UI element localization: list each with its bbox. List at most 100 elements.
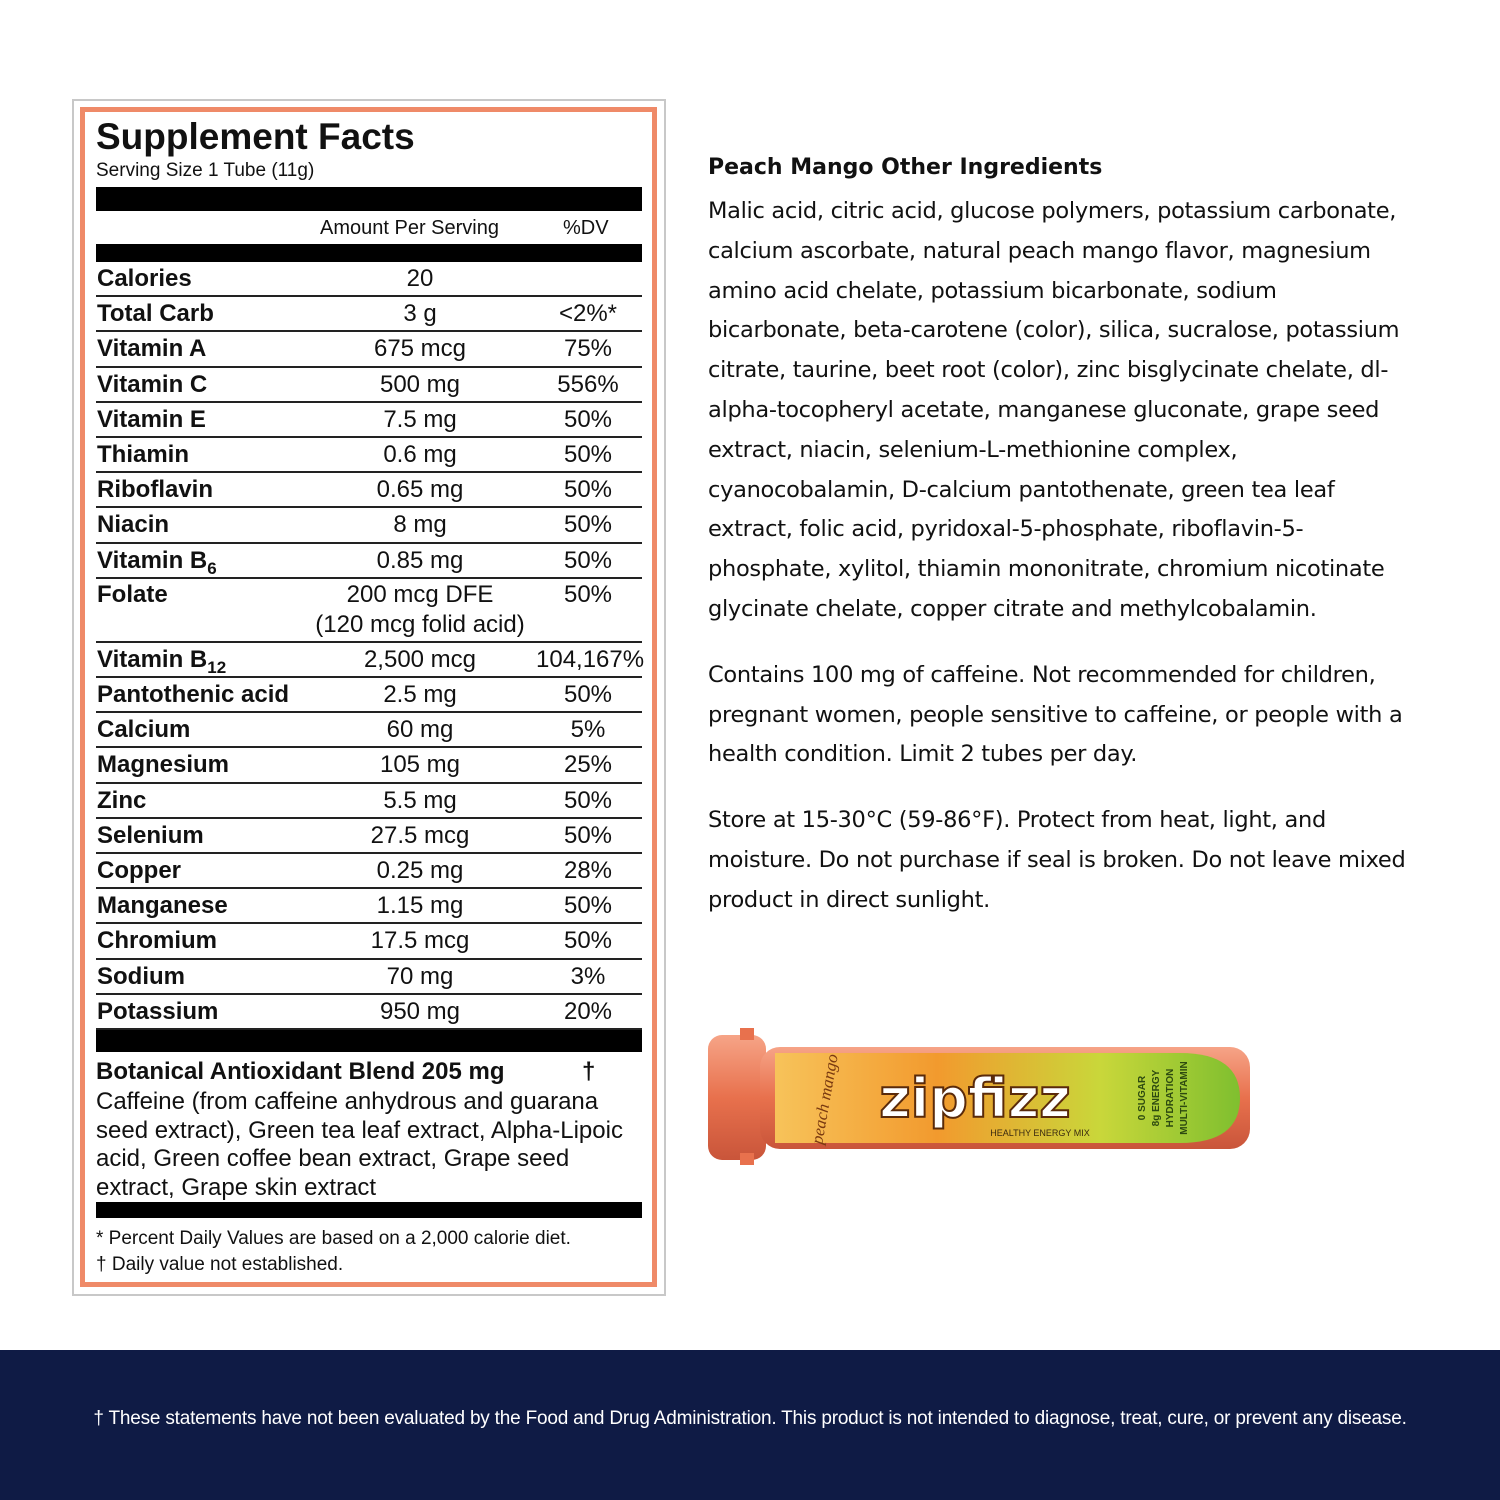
nutrient-amount: 675 mcg [320,335,520,363]
name-text: Selenium [97,821,204,849]
nutrient-amount: 0.6 mg [320,441,520,469]
rule [96,1202,642,1218]
nutrient-name: Vitamin A [97,335,206,363]
amount-text: 5.5 mg [383,786,457,814]
claim: 0 SUGAR [1137,1075,1148,1120]
name-text: Manganese [97,892,228,920]
amount-text: 3 g [403,300,437,328]
nutrient-name: Manganese [97,892,228,920]
amount-text: 1.15 mg [376,892,464,920]
name-text: Magnesium [97,751,230,779]
footnote: * Percent Daily Values are based on a 2,… [96,1228,571,1249]
dv-header: %DV [563,217,609,239]
rule [96,187,642,211]
nutrient-amount: 500 mg [320,371,520,399]
nutrient-dv: 104,167% [536,645,645,673]
name-text: Total Carb [97,300,214,328]
paragraph: Malic acid, citric acid, glucose polymer… [708,198,1400,622]
nutrient-name: Pantothenic acid [97,681,289,709]
blend-title: Botanical Antioxidant Blend 205 mg [96,1058,505,1085]
name-text: Sodium [97,962,185,990]
name-subscript: 12 [207,657,227,677]
nutrient-row: Vitamin A 675 mcg 75% [96,332,642,368]
nutrient-amount: 950 mg [320,998,520,1026]
disclaimer: † These statements have not been evaluat… [93,1408,1407,1429]
nutrient-row: Vitamin C 500 mg 556% [96,368,642,403]
claim: MULTI-VITAMIN [1179,1061,1190,1135]
name-text: Folate [97,580,168,608]
tagline: HEALTHY ENERGY MIX [990,1128,1090,1138]
nutrient-dv: 25% [563,751,613,779]
nutrient-dv: 3% [570,962,606,990]
amount-text: 0.25 mg [376,857,464,884]
nutrient-name: Chromium [97,927,217,955]
nutrient-dv: 556% [557,370,619,398]
amount-text: 27.5 mcg [370,821,470,849]
nutrient-row: Total Carb 3 g <2%* [96,297,642,333]
tube-cap [708,1035,766,1160]
nutrient-amount: 2,500 mcg [320,646,520,674]
name-text: Vitamin A [97,335,207,363]
panel-border [72,99,666,1296]
amount-text: 105 mg [379,751,461,779]
name-subscript: 6 [207,558,217,578]
amount-text: 17.5 mcg [370,927,470,955]
blend-mark: † [582,1058,596,1085]
amount-text: 200 mcg DFE [346,580,494,608]
amount-text: 0.65 mg [376,476,464,504]
nutrient-amount: 0.85 mg [320,547,520,575]
nutrient-dv: 50% [563,441,613,468]
name-text: Vitamin B [97,546,208,574]
nutrient-amount: 20 [320,265,520,293]
name-text: Pantothenic acid [97,681,290,708]
nutrient-row: Thiamin 0.6 mg 50% [96,438,642,474]
nutrient-name: Magnesium [97,751,229,779]
nutrient-dv: 50% [563,681,613,708]
tube-label [775,1053,1240,1143]
claim: 8g ENERGY [1151,1069,1162,1126]
nutrient-name: Calories [97,265,192,293]
amount-text: 950 mg [379,997,461,1025]
amount-text: 70 mg [386,962,454,990]
nutrient-row: Vitamin B6 0.85 mg 50% [96,544,642,579]
nutrient-dv: 50% [563,892,613,920]
name-text: Riboflavin [97,476,214,504]
paragraph: Contains 100 mg of caffeine. Not recomme… [708,661,1403,768]
nutrient-row: Zinc 5.5 mg 50% [96,784,642,819]
nutrient-name: Riboflavin [97,476,213,504]
name-text: Niacin [97,511,170,539]
nutrient-dv: 50% [563,405,613,433]
name-text: Thiamin [97,441,190,468]
nutrient-dv: <2%* [558,300,618,328]
nutrient-amount: 2.5 mg [320,681,520,709]
nutrient-dv: 50% [563,476,613,504]
amount-header: Amount Per Serving [320,217,499,239]
name-text: Chromium [97,927,217,955]
nutrient-row: Magnesium 105 mg 25% [96,748,642,784]
cap-tab [740,1153,754,1165]
amount-text: 8 mg [393,511,447,539]
nutrient-name: Calcium [97,716,190,744]
nutrient-dv: 50% [563,580,613,608]
nutrient-amount: 7.5 mg [320,406,520,434]
name-text: Vitamin B [97,645,208,673]
nutrient-amount: 105 mg [320,751,520,779]
nutrient-row: Calcium 60 mg 5% [96,713,642,749]
nutrient-amount: 3 g [320,300,520,328]
claims: 0 SUGAR 8g ENERGY HYDRATION MULTI-VITAMIN [1137,1061,1190,1135]
amount-text: 7.5 mg [383,405,457,433]
nutrient-dv: 50% [563,927,613,955]
name-text: Vitamin E [97,405,206,433]
nutrient-dv: 50% [563,786,613,814]
rule [96,244,642,262]
nutrient-amount: 60 mg [320,716,520,744]
nutrient-dv: 5% [570,716,606,744]
rule [96,1030,642,1052]
amount-text: 500 mg [379,370,461,398]
name-text: Copper [97,857,181,884]
nutrient-name: Copper [97,857,181,885]
amount-text: 675 mcg [373,335,467,363]
product-tube: peach mango zipfizz HEALTHY ENERGY MIX 0… [708,1028,1250,1165]
nutrient-amount: 0.25 mg [320,857,520,885]
